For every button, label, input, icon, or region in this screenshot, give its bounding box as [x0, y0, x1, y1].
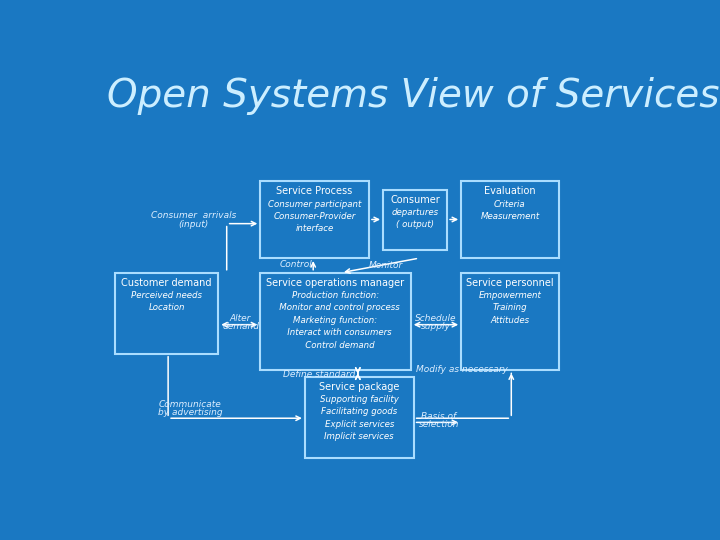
Text: Supporting facility: Supporting facility — [320, 395, 399, 404]
Text: Monitor and control process: Monitor and control process — [271, 303, 400, 313]
Text: Training: Training — [492, 303, 527, 313]
Text: Communicate: Communicate — [159, 400, 222, 409]
Text: Marketing function:: Marketing function: — [294, 316, 377, 325]
Text: ( output): ( output) — [396, 220, 434, 230]
Text: Define standard: Define standard — [282, 370, 355, 379]
FancyBboxPatch shape — [461, 181, 559, 258]
Text: Attitudes: Attitudes — [490, 316, 529, 325]
Text: Service Process: Service Process — [276, 186, 353, 196]
Text: by advertising: by advertising — [158, 408, 222, 417]
FancyBboxPatch shape — [461, 273, 559, 370]
Text: Production function:: Production function: — [292, 291, 379, 300]
Text: supply: supply — [421, 322, 451, 331]
Text: Consumer-Provider: Consumer-Provider — [274, 212, 356, 221]
Text: Basis of: Basis of — [421, 411, 456, 421]
Text: Explicit services: Explicit services — [325, 420, 394, 429]
Text: Alter: Alter — [230, 314, 251, 323]
Text: Customer demand: Customer demand — [122, 278, 212, 288]
Text: Service operations manager: Service operations manager — [266, 278, 405, 288]
Text: (input): (input) — [178, 220, 208, 229]
FancyBboxPatch shape — [260, 181, 369, 258]
Text: Consumer participant: Consumer participant — [268, 199, 361, 208]
Text: interface: interface — [295, 225, 333, 233]
Text: Perceived needs: Perceived needs — [131, 291, 202, 300]
Text: Schedule: Schedule — [415, 314, 456, 323]
Text: Modify as necessary: Modify as necessary — [416, 364, 508, 374]
Text: Open Systems View of Services: Open Systems View of Services — [107, 77, 719, 115]
Text: demand: demand — [222, 322, 259, 331]
Text: Location: Location — [148, 303, 185, 313]
Text: Monitor: Monitor — [369, 261, 403, 269]
Text: Measurement: Measurement — [480, 212, 539, 221]
Text: Control: Control — [280, 260, 312, 269]
Text: Service personnel: Service personnel — [466, 278, 554, 288]
FancyBboxPatch shape — [260, 273, 411, 370]
Text: Criteria: Criteria — [494, 199, 526, 208]
Text: Interact with consumers: Interact with consumers — [279, 328, 392, 338]
FancyBboxPatch shape — [115, 273, 218, 354]
Text: Facilitating goods: Facilitating goods — [321, 407, 397, 416]
Text: Consumer  arrivals: Consumer arrivals — [150, 211, 236, 220]
Text: Implicit services: Implicit services — [325, 433, 394, 441]
Text: selection: selection — [418, 420, 459, 429]
FancyBboxPatch shape — [305, 377, 414, 458]
Text: Control demand: Control demand — [297, 341, 374, 350]
FancyBboxPatch shape — [383, 190, 447, 250]
Text: Service package: Service package — [319, 382, 400, 392]
Text: Consumer: Consumer — [390, 194, 440, 205]
Text: departures: departures — [392, 208, 438, 217]
Text: Evaluation: Evaluation — [484, 186, 536, 196]
Text: Empowerment: Empowerment — [479, 291, 541, 300]
